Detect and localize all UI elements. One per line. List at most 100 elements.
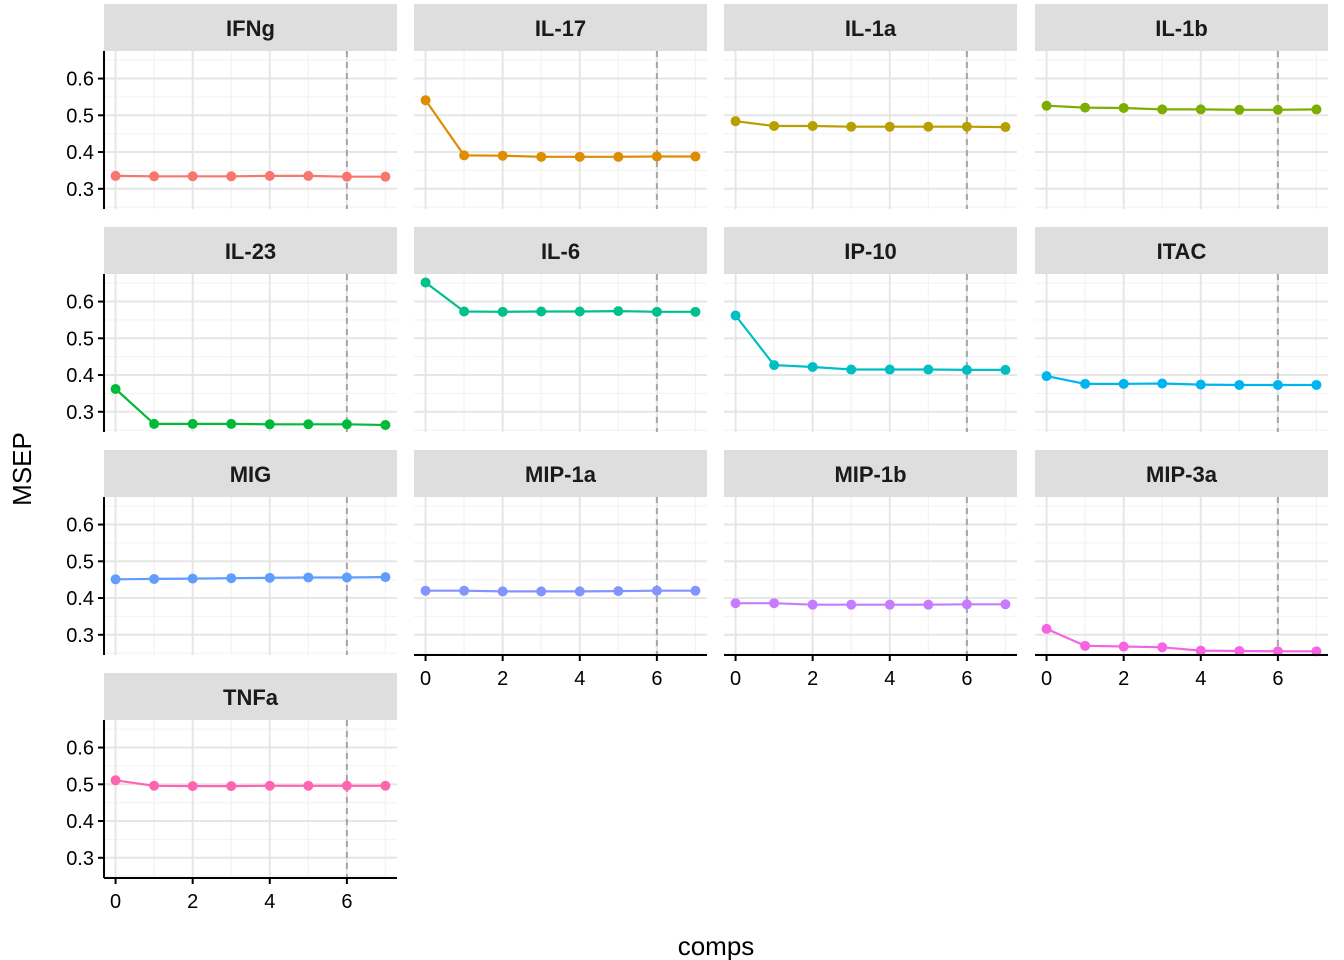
y-tick-label: 0.5	[66, 328, 94, 350]
data-point-il-1b	[1080, 102, 1091, 113]
strip-il-6	[414, 227, 707, 274]
data-point-il-17	[459, 150, 470, 161]
y-tick-label: 0.4	[66, 142, 94, 164]
data-point-itac	[1041, 371, 1052, 382]
strip-label-mig: MIG	[230, 462, 272, 487]
strip-label-itac: ITAC	[1157, 239, 1207, 264]
data-point-mip-1b	[730, 598, 741, 609]
strip-label-il-1b: IL-1b	[1155, 16, 1208, 41]
series-line-mig	[115, 576, 386, 581]
series-line-ifng	[115, 174, 386, 178]
series-line-mip-1a	[425, 589, 696, 593]
data-point-mip-1b	[807, 599, 818, 610]
data-point-tnfa	[264, 780, 275, 791]
data-point-mip-1b	[769, 598, 780, 609]
panel-il-23: IL-23 0.3 0.4 0.5 0.6	[66, 227, 397, 432]
plot-area-il-1b	[1035, 51, 1328, 209]
data-point-il-1a	[846, 121, 857, 132]
data-point-il-6	[459, 306, 470, 317]
data-point-ifng	[187, 171, 198, 182]
data-point-il-6	[574, 306, 585, 317]
y-tick-label: 0.5	[66, 774, 94, 796]
data-point-il-6	[497, 306, 508, 317]
strip-label-mip-1a: MIP-1a	[525, 462, 597, 487]
data-point-mig	[303, 572, 314, 583]
data-point-ifng	[226, 171, 237, 182]
x-tick-label: 2	[807, 668, 818, 690]
data-point-ifng	[110, 170, 121, 181]
data-point-il-17	[613, 151, 624, 162]
x-tick-label: 2	[497, 668, 508, 690]
data-point-itac	[1157, 378, 1168, 389]
data-point-il-23	[341, 419, 352, 430]
data-point-il-6	[420, 277, 431, 288]
data-point-il-1b	[1272, 104, 1283, 115]
panel-tnfa: TNFa 0.3 0.4 0.5 0.6 0 2 4 6	[66, 673, 397, 913]
strip-ip-10	[724, 227, 1017, 274]
series-line-mip-3a	[1046, 627, 1317, 653]
series-line-il-23	[114, 388, 386, 427]
data-point-mip-3a	[1234, 645, 1245, 656]
data-point-il-23	[226, 418, 237, 429]
strip-label-tnfa: TNFa	[223, 685, 279, 710]
strip-il-23	[104, 227, 397, 274]
data-point-mip-3a	[1080, 640, 1091, 651]
data-point-mip-1b	[1000, 599, 1011, 610]
strip-label-il-23: IL-23	[225, 239, 276, 264]
data-point-mip-1b	[961, 599, 972, 610]
plot-area-ifng	[104, 51, 397, 209]
data-point-il-6	[690, 306, 701, 317]
data-point-tnfa	[149, 780, 160, 791]
data-point-il-23	[303, 419, 314, 430]
data-point-il-23	[264, 419, 275, 430]
data-point-il-17	[574, 151, 585, 162]
panel-mip-1a: MIP-1a 0 2 4 6	[414, 450, 707, 690]
x-tick-label: 6	[961, 668, 972, 690]
data-point-itac	[1272, 379, 1283, 390]
data-point-il-1a	[961, 121, 972, 132]
data-point-mip-3a	[1195, 645, 1206, 656]
data-point-itac	[1118, 378, 1129, 389]
data-point-tnfa	[187, 781, 198, 792]
x-tick-label: 0	[420, 668, 431, 690]
data-point-il-6	[536, 306, 547, 317]
data-point-mig	[187, 573, 198, 584]
plot-area-il-17	[414, 51, 707, 209]
data-point-mig	[226, 573, 237, 584]
data-point-mip-1a	[420, 585, 431, 596]
data-point-mip-1a	[536, 586, 547, 597]
strip-label-il-6: IL-6	[541, 239, 580, 264]
data-point-il-1b	[1195, 104, 1206, 115]
x-tick-label: 0	[730, 668, 741, 690]
y-tick-label: 0.5	[66, 105, 94, 127]
plot-area-il-6	[414, 274, 707, 432]
data-point-ip-10	[1000, 364, 1011, 375]
data-point-itac	[1234, 379, 1245, 390]
data-point-ip-10	[807, 361, 818, 372]
y-tick-label: 0.3	[66, 625, 94, 647]
x-tick-label: 4	[884, 668, 895, 690]
strip-il-1b	[1035, 4, 1328, 51]
data-point-ip-10	[769, 360, 780, 371]
strip-mig	[104, 450, 397, 497]
y-tick-label: 0.6	[66, 292, 94, 314]
strip-label-il-17: IL-17	[535, 16, 586, 41]
data-point-ifng	[380, 171, 391, 182]
data-point-il-23	[187, 418, 198, 429]
data-point-mip-1a	[690, 585, 701, 596]
y-tick-label: 0.3	[66, 848, 94, 870]
data-point-il-17	[690, 151, 701, 162]
x-tick-label: 6	[1272, 668, 1283, 690]
x-tick-label: 4	[574, 668, 585, 690]
plot-area-ip-10	[724, 274, 1017, 432]
data-point-il-6	[613, 306, 624, 317]
x-tick-label: 2	[187, 891, 198, 913]
data-point-tnfa	[341, 780, 352, 791]
data-point-itac	[1195, 379, 1206, 390]
data-point-il-1b	[1311, 104, 1322, 115]
strip-mip-1a	[414, 450, 707, 497]
strip-label-mip-3a: MIP-3a	[1146, 462, 1218, 487]
panel-itac: ITAC	[1035, 227, 1328, 432]
data-point-mip-1b	[923, 599, 934, 610]
